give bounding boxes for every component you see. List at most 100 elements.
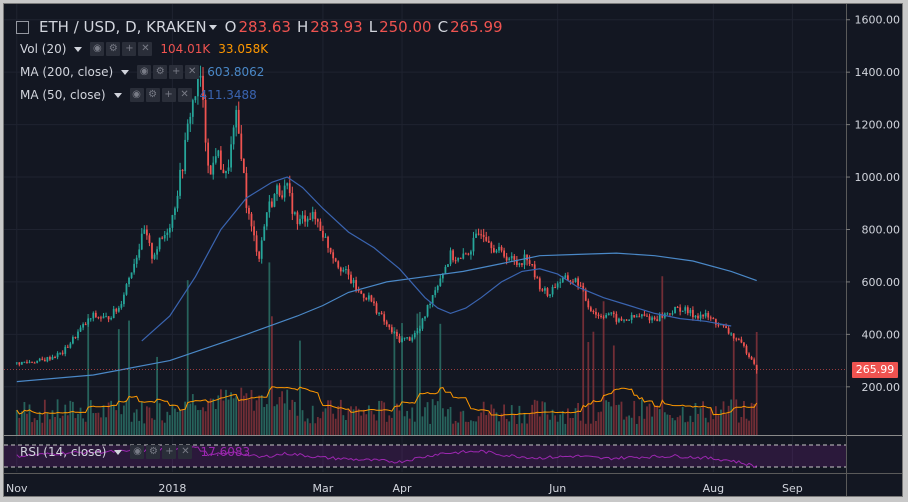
close-icon[interactable]: ✕: [177, 88, 192, 102]
plus-icon[interactable]: +: [169, 65, 184, 79]
eye-icon[interactable]: ◉: [137, 65, 152, 79]
volume-bar: [656, 405, 659, 436]
compare-icon[interactable]: [16, 20, 29, 34]
candle-body: [107, 316, 110, 320]
volume-bar: [263, 406, 266, 436]
candle-body: [367, 295, 370, 300]
volume-bar: [536, 400, 539, 436]
chart-frame[interactable]: 1600.00 1400.00 1200.00 1000.00 800.00 600.00…: [3, 3, 903, 497]
chevron-down-icon[interactable]: [74, 46, 83, 52]
plus-icon[interactable]: +: [122, 42, 137, 56]
candle-body: [431, 295, 434, 304]
gear-icon[interactable]: ⚙: [146, 445, 161, 459]
candle-body: [523, 254, 526, 265]
candle-body: [357, 290, 360, 292]
candle-body: [653, 317, 656, 320]
volume-bar: [97, 412, 100, 436]
candle-body: [199, 75, 202, 78]
candle-body: [452, 250, 454, 261]
volume-bar: [135, 409, 138, 436]
close-icon[interactable]: ✕: [178, 445, 193, 459]
volume-bar: [174, 408, 176, 436]
candle-body: [676, 306, 679, 308]
volume-bar: [100, 417, 102, 436]
volume-bar: [322, 411, 324, 436]
legend-ma200-name[interactable]: MA (200, close): [20, 65, 114, 79]
volume-bar: [378, 400, 380, 436]
candle-body: [750, 356, 753, 360]
chevron-down-icon[interactable]: [114, 449, 123, 455]
legend-ma200[interactable]: MA (200, close) ◉ ⚙ + ✕ 603.8062: [20, 65, 264, 79]
volume-bar: [128, 320, 130, 436]
volume-bar: [679, 415, 682, 436]
volume-bar: [166, 411, 169, 436]
candle-body: [755, 364, 758, 370]
candle-body: [296, 212, 299, 225]
symbol-title[interactable]: ETH / USD, D, KRAKEN: [39, 18, 207, 36]
eye-icon[interactable]: ◉: [90, 42, 105, 56]
gear-icon[interactable]: ⚙: [153, 65, 168, 79]
legend-rsi[interactable]: RSI (14, close) ◉ ⚙ + ✕ 17.6083: [20, 445, 250, 459]
candle-body: [725, 326, 727, 329]
candle-body: [145, 229, 148, 236]
volume-bar: [472, 421, 475, 436]
gear-icon[interactable]: ⚙: [106, 42, 121, 56]
volume-bar: [745, 418, 748, 436]
candle-body: [600, 315, 602, 317]
volume-bar: [709, 408, 712, 436]
candle-body: [128, 277, 130, 285]
close-icon[interactable]: ✕: [138, 42, 153, 56]
volume-bar: [258, 395, 261, 436]
candle-body: [293, 212, 296, 214]
candle-body: [89, 318, 92, 320]
candle-body: [79, 327, 82, 332]
candle-body: [737, 339, 740, 341]
chart-svg[interactable]: 1600.00 1400.00 1200.00 1000.00 800.00 600.00…: [4, 4, 903, 497]
legend-volume[interactable]: Vol (20) ◉ ⚙ + ✕ 104.01K 33.058K: [20, 42, 268, 56]
candle-body: [441, 273, 444, 279]
candle-body: [324, 236, 327, 238]
chevron-down-icon[interactable]: [113, 92, 122, 98]
volume-bar: [375, 420, 378, 436]
candle-body: [258, 251, 261, 259]
candle-body: [304, 215, 306, 222]
candle-body: [669, 313, 671, 315]
volume-bar: [732, 340, 735, 436]
volume-bar: [500, 413, 503, 436]
volume-bar: [439, 323, 442, 436]
volume-bar: [362, 409, 365, 436]
volume-bar: [156, 356, 158, 436]
volume-bar: [518, 405, 521, 436]
chevron-down-icon[interactable]: [208, 24, 217, 30]
volume-bar: [191, 394, 194, 436]
eye-icon[interactable]: ◉: [129, 88, 144, 102]
candle-body: [513, 256, 516, 260]
plus-icon[interactable]: +: [162, 445, 177, 459]
eye-icon[interactable]: ◉: [130, 445, 145, 459]
candle-body: [204, 99, 207, 143]
chevron-down-icon[interactable]: [121, 69, 130, 75]
plus-icon[interactable]: +: [161, 88, 176, 102]
candle-body: [717, 324, 720, 326]
symbol-header[interactable]: ETH / USD, D, KRAKEN O 283.63 H 283.93 L 25…: [16, 18, 509, 36]
volume-bar: [755, 331, 758, 436]
candle-body: [416, 330, 419, 333]
legend-rsi-name[interactable]: RSI (14, close): [20, 445, 107, 459]
gear-icon[interactable]: ⚙: [145, 88, 160, 102]
candle-body: [110, 317, 113, 320]
legend-volume-name[interactable]: Vol (20): [20, 42, 67, 56]
candle-body: [240, 133, 243, 159]
legend-ma50-value: 411.3488: [199, 88, 257, 102]
candle-body: [607, 313, 610, 316]
candle-body: [156, 249, 158, 255]
candle-body: [470, 251, 472, 255]
volume-bar: [630, 417, 633, 436]
candle-body: [332, 252, 335, 259]
candle-body: [227, 167, 230, 171]
candle-body: [651, 317, 653, 321]
legend-ma50-name[interactable]: MA (50, close): [20, 88, 106, 102]
volume-bar: [66, 415, 69, 436]
legend-ma50[interactable]: MA (50, close) ◉ ⚙ + ✕ 411.3488: [20, 88, 257, 102]
volume-bar: [385, 421, 388, 436]
close-icon[interactable]: ✕: [185, 65, 200, 79]
